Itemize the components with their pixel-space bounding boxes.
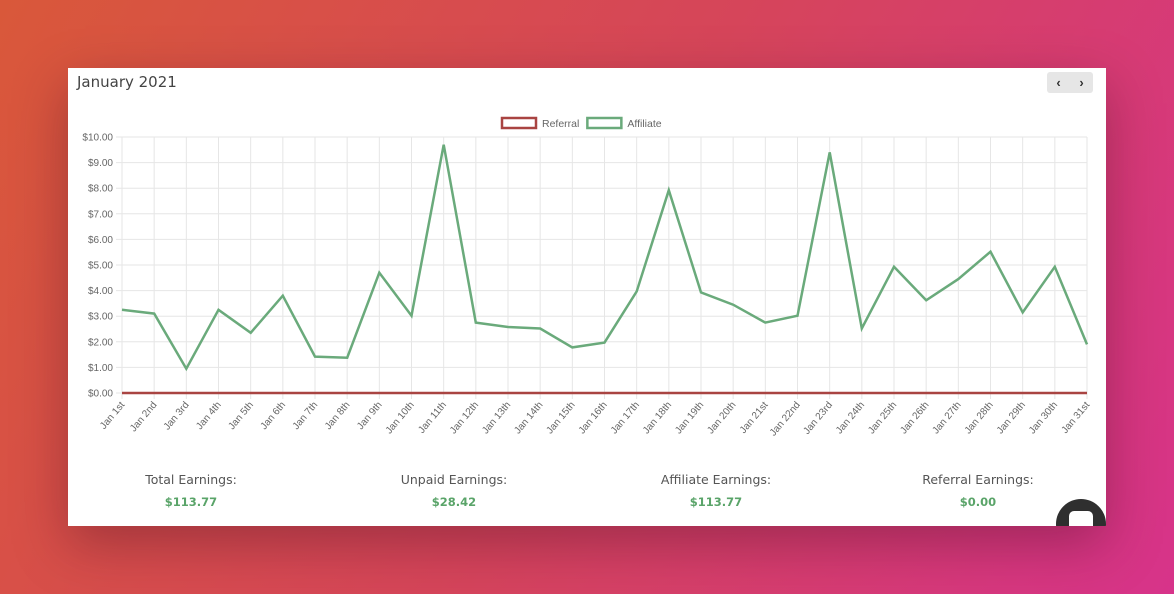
x-tick-label: Jan 17th — [609, 400, 642, 436]
stat-label: Referral Earnings: — [922, 472, 1034, 487]
x-tick-label: Jan 23rd — [802, 400, 835, 437]
x-tick-label: Jan 1st — [98, 400, 127, 432]
x-tick-label: Jan 8th — [323, 400, 353, 432]
stat-referral-earnings: Referral Earnings: $0.00 — [868, 472, 1088, 509]
x-tick-label: Jan 27th — [931, 400, 964, 436]
x-tick-label: Jan 7th — [291, 400, 321, 432]
x-tick-label: Jan 5th — [226, 400, 256, 432]
y-tick-label: $7.00 — [88, 209, 113, 220]
x-tick-label: Jan 14th — [512, 400, 545, 436]
x-tick-label: Jan 9th — [355, 400, 385, 432]
x-tick-label: Jan 31st — [1060, 400, 1093, 436]
stat-label: Total Earnings: — [145, 472, 237, 487]
y-tick-label: $9.00 — [88, 158, 113, 169]
stat-value: $113.77 — [689, 495, 743, 509]
y-tick-label: $2.00 — [88, 337, 113, 348]
x-tick-label: Jan 19th — [673, 400, 706, 436]
x-tick-label: Jan 12th — [448, 400, 481, 436]
y-tick-label: $0.00 — [88, 389, 113, 400]
stat-value: $28.42 — [431, 495, 477, 509]
x-tick-label: Jan 20th — [705, 400, 738, 436]
legend-label-affiliate: Affiliate — [627, 118, 661, 130]
legend-label-referral: Referral — [542, 118, 579, 130]
stat-label: Affiliate Earnings: — [660, 472, 772, 487]
x-tick-label: Jan 22nd — [768, 400, 803, 439]
x-tick-label: Jan 28th — [963, 400, 996, 436]
x-tick-label: Jan 4th — [194, 400, 224, 432]
y-tick-label: $4.00 — [88, 286, 113, 297]
x-tick-label: Jan 21st — [738, 400, 771, 436]
x-tick-label: Jan 18th — [641, 400, 674, 436]
next-month-button[interactable]: › — [1079, 75, 1084, 90]
stat-value: $113.77 — [164, 495, 218, 509]
legend-swatch-referral — [500, 116, 538, 130]
x-tick-label: Jan 13th — [480, 400, 513, 436]
x-tick-label: Jan 3rd — [162, 400, 192, 433]
x-tick-label: Jan 11th — [416, 400, 449, 436]
stat-label: Unpaid Earnings: — [400, 472, 508, 487]
chat-icon — [1069, 511, 1093, 526]
earnings-line-chart: $0.00 $1.00 $2.00 $3.00 $4.00 $5.00 $6.00 $7.00… — [82, 116, 1093, 439]
series-line-affiliate — [121, 144, 1089, 372]
legend-swatch-affiliate — [586, 116, 623, 130]
x-tick-label: Jan 2nd — [128, 400, 159, 434]
x-tick-label: Jan 30th — [1027, 400, 1060, 436]
month-title: January 2021 — [77, 73, 177, 91]
x-tick-label: Jan 16th — [577, 400, 610, 436]
x-tick-label: Jan 29th — [995, 400, 1028, 436]
x-tick-label: Jan 26th — [898, 400, 931, 436]
y-tick-label: $10.00 — [82, 133, 113, 144]
stat-affiliate-earnings: Affiliate Earnings: $113.77 — [606, 472, 826, 509]
prev-month-button[interactable]: ‹ — [1056, 75, 1061, 90]
y-tick-label: $6.00 — [88, 235, 113, 246]
x-tick-label: Jan 6th — [259, 400, 289, 432]
earnings-card: January 2021 ‹ › $0.00 $1.00 $2.00 $3.00 $4.… — [68, 68, 1106, 526]
y-tick-label: $1.00 — [88, 363, 113, 374]
stat-value: $0.00 — [959, 495, 997, 509]
x-tick-label: Jan 10th — [384, 400, 417, 436]
month-nav: ‹ › — [1047, 72, 1093, 93]
stat-total-earnings: Total Earnings: $113.77 — [81, 472, 301, 509]
x-tick-label: Jan 25th — [866, 400, 899, 436]
y-tick-label: $8.00 — [88, 184, 113, 195]
y-tick-label: $3.00 — [88, 312, 113, 323]
stat-unpaid-earnings: Unpaid Earnings: $28.42 — [344, 472, 564, 509]
y-tick-label: $5.00 — [88, 261, 113, 272]
x-tick-label: Jan 15th — [545, 400, 578, 436]
x-tick-label: Jan 24th — [834, 400, 867, 436]
